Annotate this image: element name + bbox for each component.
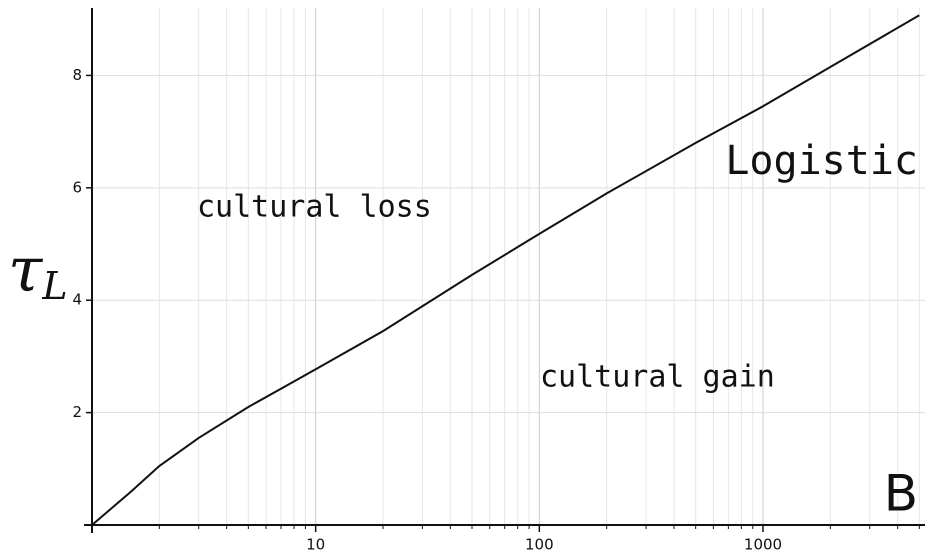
x-tick-label: 1000 xyxy=(744,536,782,553)
y-axis-label: τL xyxy=(8,233,68,307)
annotation: cultural loss xyxy=(197,190,432,225)
y-axis-label-main: τ xyxy=(8,233,44,306)
y-tick-label: 4 xyxy=(72,291,82,309)
x-tick-label: 10 xyxy=(306,536,325,553)
annotation: cultural gain xyxy=(540,360,775,395)
y-tick-label: 2 xyxy=(72,403,82,421)
line xyxy=(91,14,920,526)
y-axis-label-sub: L xyxy=(41,264,67,308)
series-label: Logistic xyxy=(725,138,918,184)
x-tick-label: 100 xyxy=(525,536,554,553)
y-tick-label: 8 xyxy=(72,66,82,84)
x-axis-label: B xyxy=(884,465,918,523)
y-tick-label: 6 xyxy=(72,178,82,196)
